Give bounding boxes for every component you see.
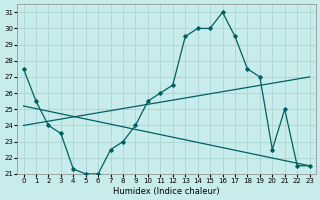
X-axis label: Humidex (Indice chaleur): Humidex (Indice chaleur) [113, 187, 220, 196]
